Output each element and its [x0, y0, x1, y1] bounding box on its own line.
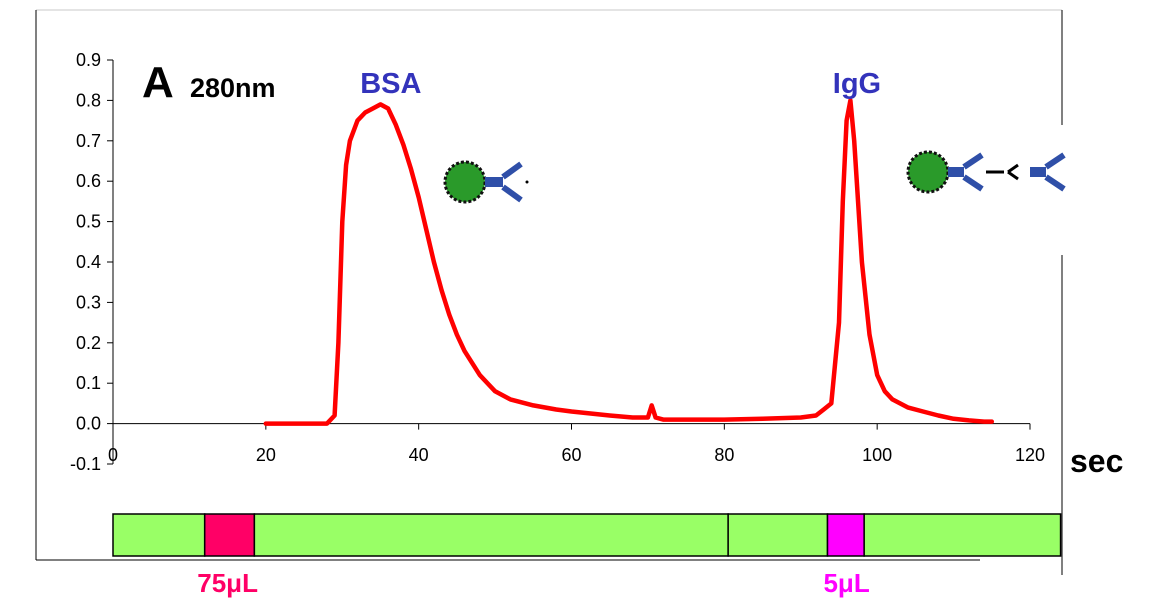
volume-label: 75μL: [197, 568, 258, 598]
y-tick-label: 0.9: [76, 50, 101, 70]
y-tick-label: 0.6: [76, 171, 101, 191]
x-tick-label: 40: [409, 445, 429, 465]
y-tick-label: 0.4: [76, 252, 101, 272]
x-axis-label: sec: [1070, 443, 1123, 479]
y-tick-label: 0.5: [76, 212, 101, 232]
x-tick-label: 20: [256, 445, 276, 465]
y-axis-ticks: 0.9 0.8 0.7 0.6 0.5 0.4 0.3 0.2 0.1 0.0 -0.1: [70, 50, 113, 474]
y-axis-label-main: A: [142, 58, 174, 107]
x-tick-label: 80: [714, 445, 734, 465]
x-tick-label: 0: [108, 445, 118, 465]
antibody-release-icon: [906, 150, 1066, 194]
y-tick-label: 0.3: [76, 292, 101, 312]
timeline-segment: [253, 513, 729, 557]
timeline-segment: [727, 513, 829, 557]
y-tick-label: -0.1: [70, 454, 101, 474]
y-tick-label: 0.2: [76, 333, 101, 353]
peak-label: IgG: [833, 68, 881, 100]
y-axis-label-sub: 280nm: [190, 73, 276, 103]
timeline-segment: [826, 513, 865, 557]
volume-label: 5μL: [823, 568, 869, 598]
figure-frame: [35, 9, 1063, 575]
injection-timeline-bar: [112, 513, 1062, 557]
peak-annotations: BSA IgG: [360, 68, 881, 100]
bead-antibody-icon: [443, 160, 529, 204]
x-tick-label: 100: [862, 445, 892, 465]
peak-label: BSA: [360, 68, 421, 100]
x-tick-label: 120: [1015, 445, 1045, 465]
y-tick-label: 0.7: [76, 131, 101, 151]
y-tick-label: 0.0: [76, 414, 101, 434]
y-tick-label: 0.8: [76, 90, 101, 110]
injection-volume-labels: 75μL 5μL: [197, 568, 870, 598]
timeline-segment: [863, 513, 1062, 557]
y-tick-label: 0.1: [76, 373, 101, 393]
x-axis-ticks: 0 20 40 60 80 100 120: [108, 423, 1045, 465]
x-tick-label: 60: [561, 445, 581, 465]
timeline-segment: [203, 513, 256, 557]
timeline-segment: [112, 513, 206, 557]
absorbance-line: [263, 98, 995, 426]
